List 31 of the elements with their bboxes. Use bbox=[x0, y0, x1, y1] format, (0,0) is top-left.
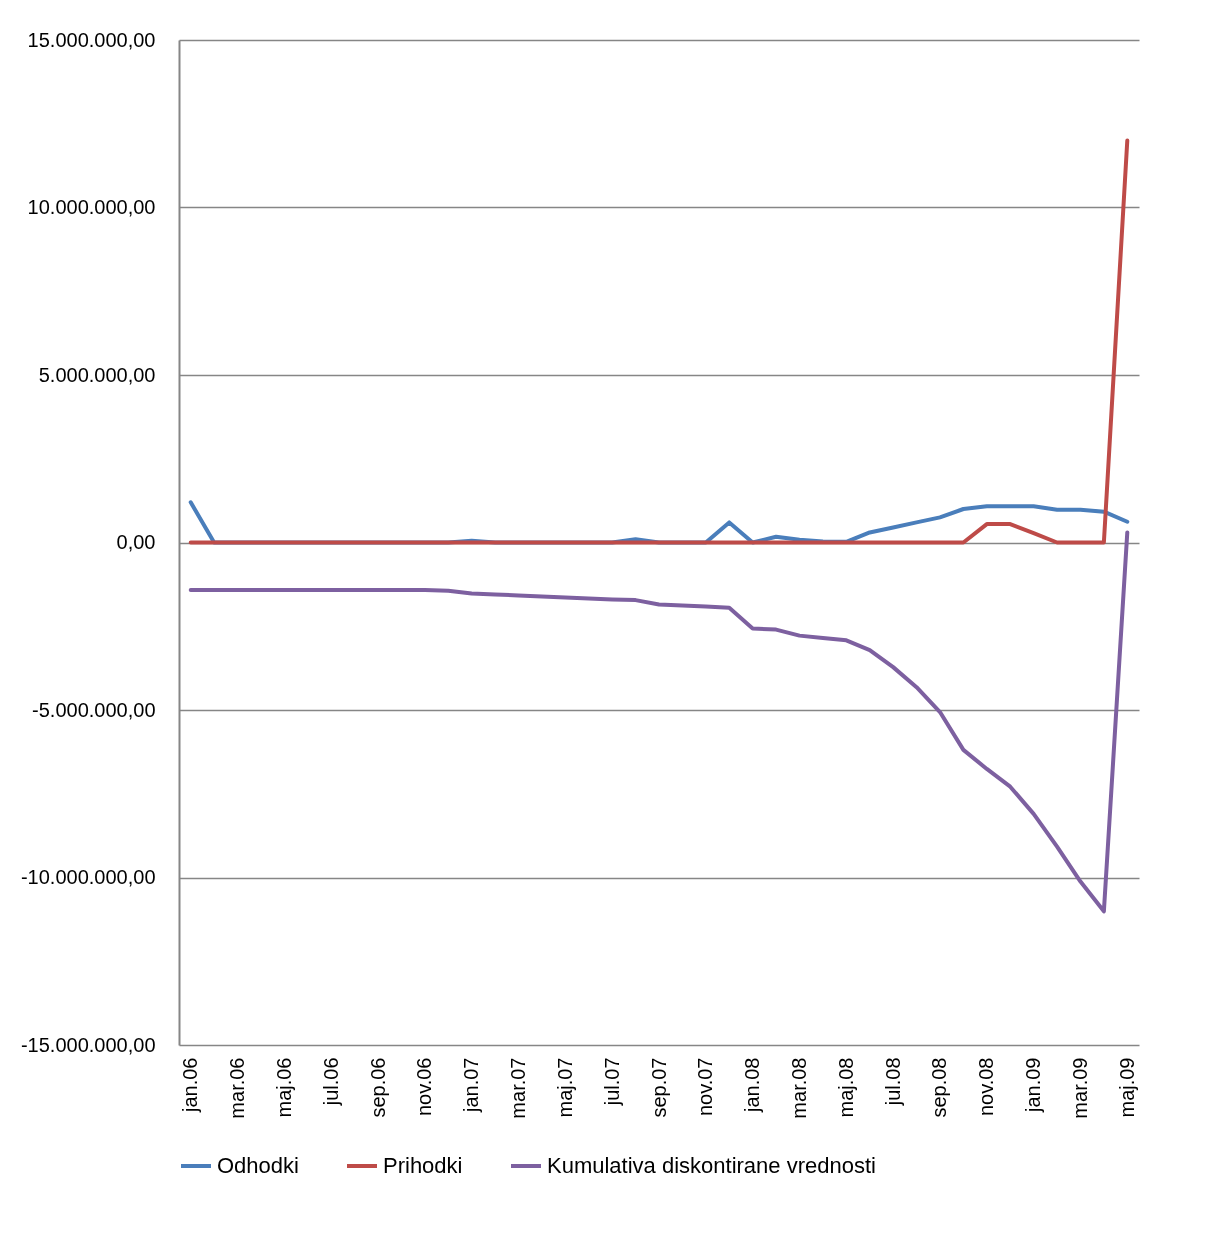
x-tick-label: mar.08 bbox=[787, 1057, 810, 1119]
x-tick-label: sep.06 bbox=[366, 1057, 389, 1118]
x-tick-label: maj.07 bbox=[553, 1057, 576, 1118]
x-tick-label: mar.09 bbox=[1068, 1057, 1091, 1119]
legend-label: Odhodki bbox=[217, 1153, 299, 1178]
y-tick-label: 15.000.000,00 bbox=[27, 28, 156, 51]
x-tick-label: nov.06 bbox=[413, 1057, 436, 1117]
x-tick-label: maj.09 bbox=[1115, 1057, 1138, 1118]
y-tick-label: 5.000.000,00 bbox=[38, 363, 156, 386]
x-tick-label: jan.08 bbox=[741, 1057, 764, 1113]
x-tick-label: jul.08 bbox=[881, 1057, 904, 1107]
x-tick-label: mar.06 bbox=[226, 1057, 249, 1119]
x-tick-label: jul.06 bbox=[319, 1057, 342, 1107]
x-tick-label: nov.08 bbox=[975, 1057, 998, 1117]
x-tick-label: maj.08 bbox=[834, 1057, 857, 1118]
x-tick-label: sep.08 bbox=[928, 1057, 951, 1118]
x-tick-label: jan.06 bbox=[179, 1057, 202, 1113]
x-tick-label: jan.07 bbox=[460, 1057, 483, 1113]
y-tick-label: -5.000.000,00 bbox=[32, 698, 156, 721]
legend-label: Kumulativa diskontirane vrednosti bbox=[547, 1153, 876, 1178]
x-tick-label: jul.07 bbox=[600, 1057, 623, 1107]
y-tick-label: -15.000.000,00 bbox=[20, 1033, 156, 1056]
x-tick-label: jan.09 bbox=[1022, 1057, 1045, 1113]
x-tick-label: mar.07 bbox=[507, 1057, 530, 1119]
x-tick-label: sep.07 bbox=[647, 1057, 670, 1118]
x-tick-label: maj.06 bbox=[272, 1057, 295, 1118]
y-tick-label: 10.000.000,00 bbox=[27, 196, 156, 218]
legend-label: Prihodki bbox=[383, 1153, 463, 1178]
y-tick-label: -10.000.000,00 bbox=[20, 866, 156, 888]
x-tick-label: nov.07 bbox=[694, 1057, 717, 1117]
y-tick-label: 0,00 bbox=[116, 531, 156, 553]
